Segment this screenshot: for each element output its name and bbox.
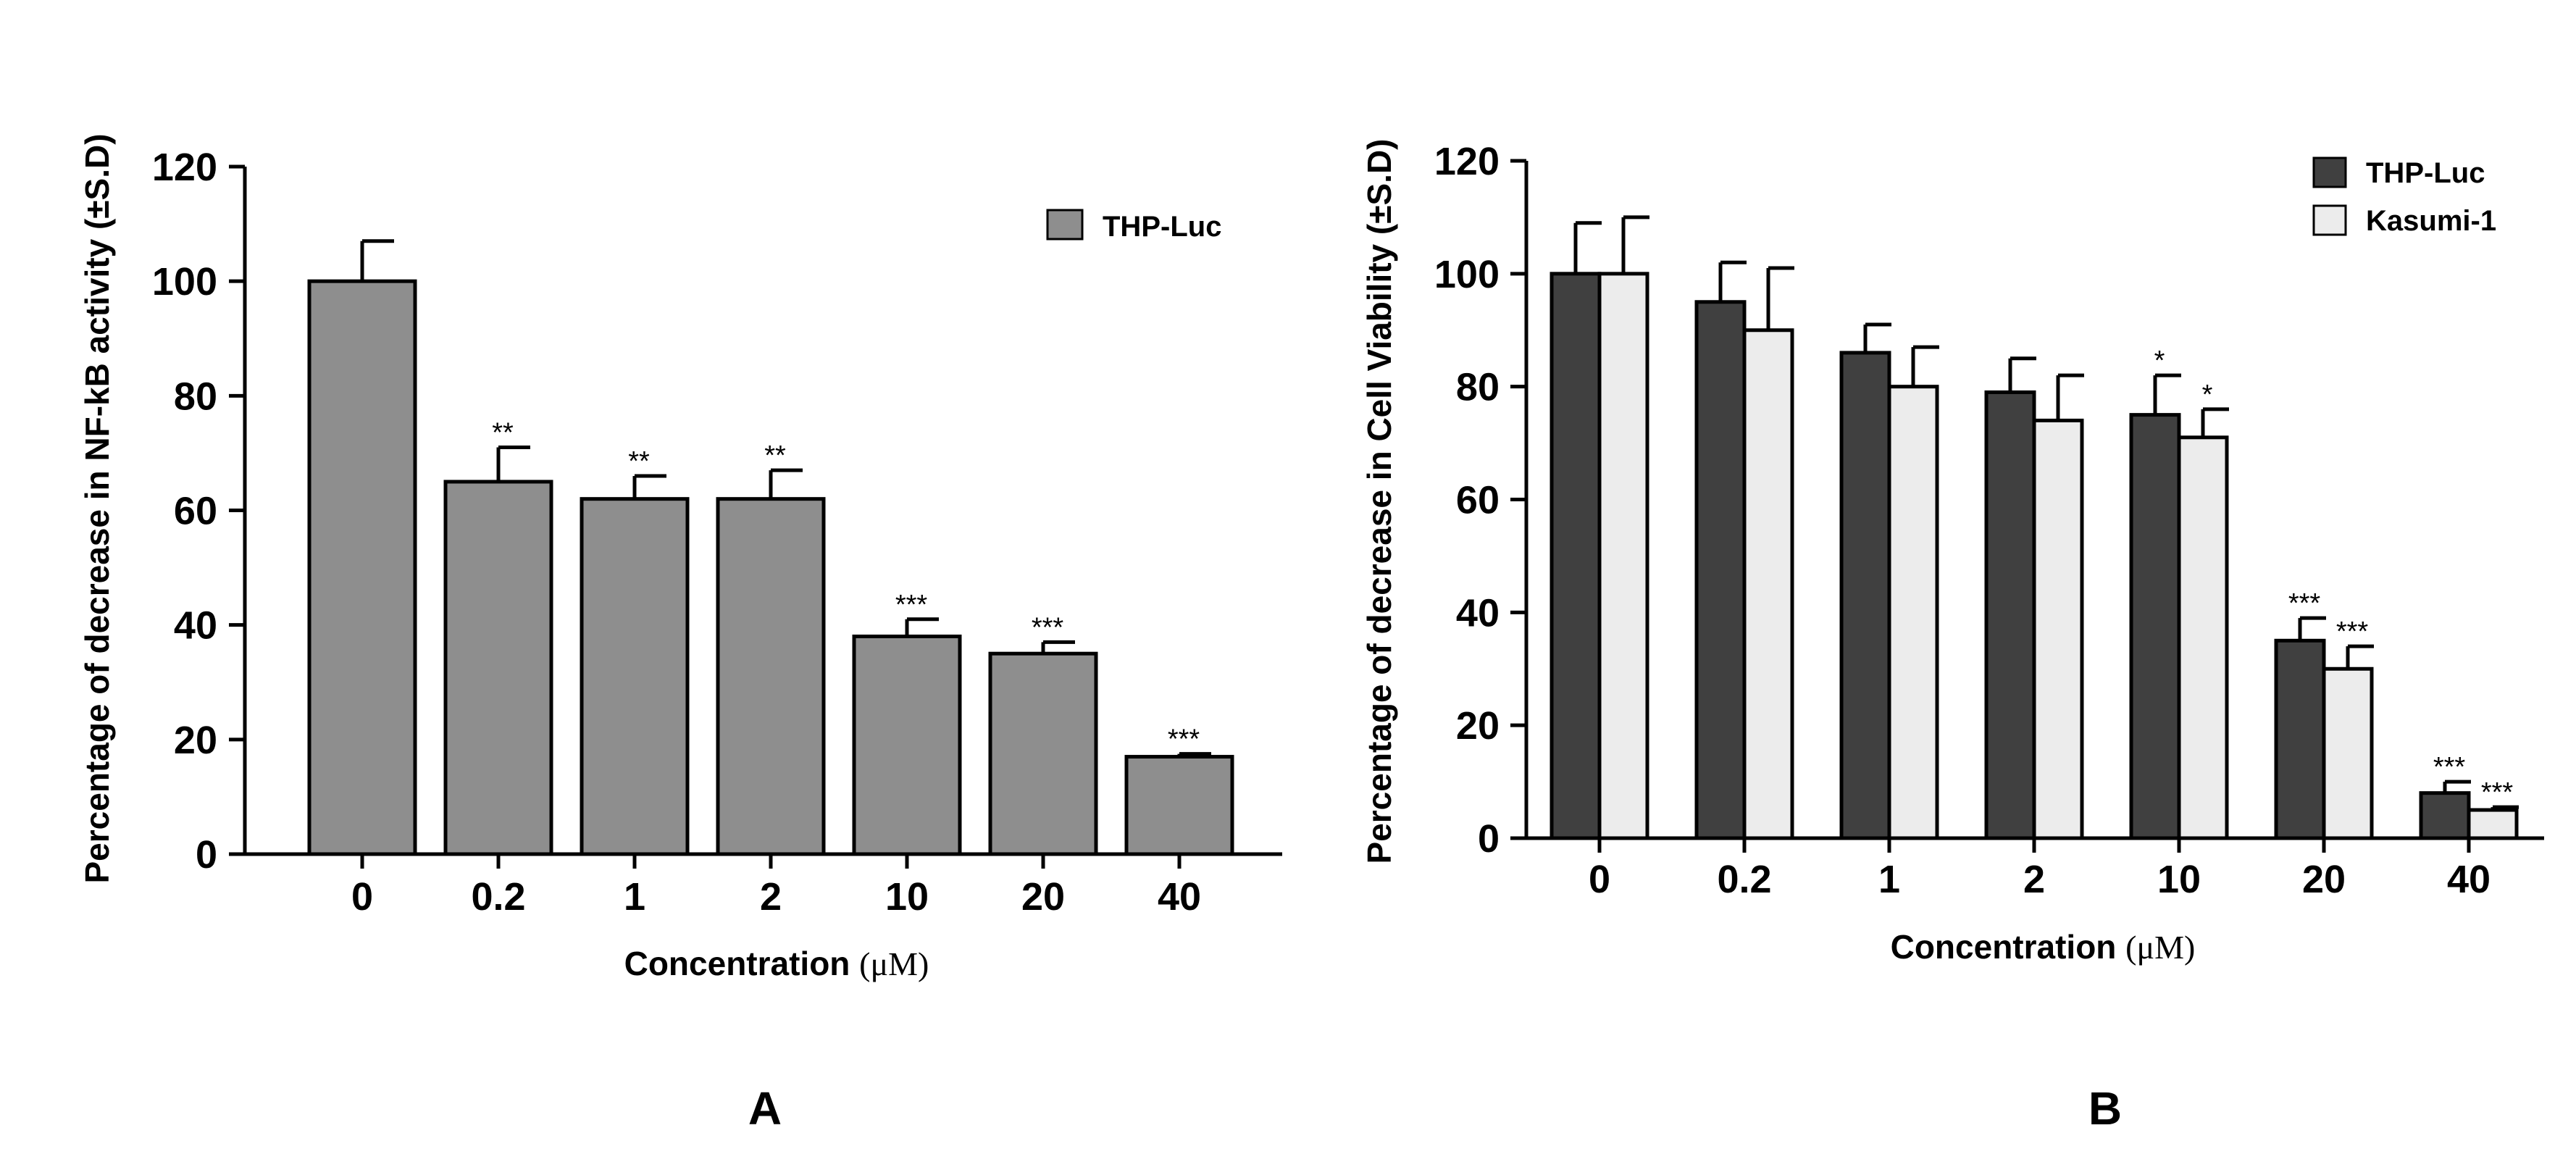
- panel-b-bar-1-1: [1742, 328, 1794, 840]
- panel-b-bar-1-0: [1597, 272, 1649, 840]
- panel-b-legend: THP-Luc Kasumi-1: [2312, 156, 2496, 237]
- panel-a-y-tick-label-6: 120: [152, 146, 217, 189]
- panel-b-significance-0-5: ***: [2288, 588, 2321, 619]
- panel-b-legend-swatch-1: [2312, 204, 2347, 236]
- panel-a-x-tick-label-0: 0: [351, 875, 373, 919]
- panel-a-legend-swatch-0: [1046, 209, 1084, 241]
- panel-a-bar-0-3: [716, 497, 826, 856]
- panel-b-legend-label-0: THP-Luc: [2366, 157, 2485, 189]
- panel-a-significance-0-6: ***: [1168, 724, 1200, 755]
- panel-b-letter: B: [2088, 1082, 2122, 1134]
- panel-b-bar-1-5: [2322, 666, 2374, 840]
- panel-b-x-tick-label-5: 20: [2302, 858, 2346, 901]
- panel-a-y-tick-label-5: 100: [152, 260, 217, 304]
- panel-b-y-tick-label-3: 60: [1456, 479, 1500, 522]
- panel-b-significance-0-4: *: [2154, 346, 2165, 376]
- panel-a-legend: THP-Luc: [1046, 209, 1221, 243]
- panel-b-legend-label-1: Kasumi-1: [2366, 205, 2496, 237]
- panel-b-y-ticks: 0 20 40 60 80 100 120: [1434, 140, 1526, 861]
- panel-b-bar-1-2: [1887, 385, 1939, 840]
- panel-a-significance-0-3: **: [764, 440, 786, 471]
- panel-b-y-tick-label-1: 20: [1456, 704, 1500, 748]
- panel-a-legend-label-0: THP-Luc: [1103, 211, 1221, 243]
- panel-b-x-tick-label-0: 0: [1589, 858, 1610, 901]
- panel-b-bar-0-5: [2274, 638, 2326, 840]
- panel-a-bar-0-1: [443, 480, 553, 856]
- panel-b-x-ticks: 0 0.2 1 2 10 20 40: [1589, 838, 2491, 901]
- panel-b-x-axis-label: Concentration: [1891, 928, 2117, 966]
- panel-b-y-tick-label-6: 120: [1434, 140, 1500, 183]
- panel-a-y-axis-title: Percentage of decrease in NF-kB activity…: [78, 133, 116, 883]
- panel-b-x-tick-label-2: 1: [1878, 858, 1900, 901]
- panel-a-y-tick-label-3: 60: [174, 490, 217, 533]
- panel-b-bar-0-6: [2419, 791, 2471, 840]
- panel-b-y-axis-title: Percentage of decrease in Cell Viability…: [1360, 139, 1398, 864]
- panel-b-significance-1-5: ***: [2336, 616, 2369, 647]
- panel-a-y-ticks: 0 20 40 60 80 100 120: [152, 146, 245, 877]
- panel-a-x-tick-label-3: 2: [760, 875, 782, 919]
- panel-a-bar-0-0: [307, 279, 417, 856]
- panel-b-bar-0-1: [1694, 300, 1747, 840]
- panel-a-significance-0-5: ***: [1032, 612, 1064, 643]
- panel-b-bar-0-2: [1839, 351, 1891, 840]
- panel-a-bar-0-4: [852, 634, 962, 856]
- panel-b-y-tick-label-0: 0: [1478, 817, 1500, 861]
- panel-a-bar-0-5: [988, 651, 1098, 856]
- panel-b-x-tick-label-1: 0.2: [1717, 858, 1771, 901]
- panel-b-y-tick-label-4: 80: [1456, 366, 1500, 409]
- panel-a-bar-0-2: [580, 497, 690, 856]
- panel-a-x-axis-title: Concentration (μM): [624, 945, 929, 982]
- panel-a-x-ticks: 0 0.2 1 2 10 20 40: [351, 854, 1201, 919]
- panel-b-x-tick-label-4: 10: [2157, 858, 2201, 901]
- panel-a-x-tick-label-5: 20: [1021, 875, 1065, 919]
- panel-b-y-tick-label-2: 40: [1456, 591, 1500, 635]
- panel-a-significance-0-4: ***: [895, 590, 928, 620]
- panel-b-x-tick-label-6: 40: [2447, 858, 2491, 901]
- panel-a-significance-0-2: **: [628, 446, 650, 477]
- panel-b-x-axis-title: Concentration (μM): [1891, 928, 2196, 966]
- panel-a-y-tick-label-2: 40: [174, 604, 217, 648]
- panel-b-x-axis-unit: (μM): [2125, 929, 2195, 966]
- panel-a-bar-0-6: [1124, 755, 1234, 856]
- panel-b-bar-0-3: [1984, 390, 2036, 840]
- panel-b-significance-1-4: *: [2202, 380, 2213, 410]
- panel-b-bar-1-3: [2032, 418, 2084, 840]
- panel-b-bar-0-0: [1550, 272, 1602, 840]
- panel-b-significance-1-6: ***: [2481, 777, 2514, 808]
- panel-b-significance-0-6: ***: [2433, 752, 2466, 782]
- panel-a-x-tick-label-2: 1: [624, 875, 645, 919]
- panel-a-x-tick-label-1: 0.2: [471, 875, 525, 919]
- panel-a-x-tick-label-6: 40: [1158, 875, 1201, 919]
- panel-b-x-tick-label-3: 2: [2023, 858, 2045, 901]
- panel-a-y-tick-label-1: 20: [174, 719, 217, 762]
- panel-a-y-tick-label-0: 0: [196, 833, 217, 877]
- panel-a-x-axis-label: Concentration: [624, 945, 850, 982]
- panel-b-bar-0-4: [2129, 413, 2181, 840]
- panel-b-legend-swatch-0: [2312, 156, 2347, 188]
- panel-b-bar-1-4: [2177, 435, 2229, 840]
- panel-b-bar-1-6: [2467, 808, 2519, 840]
- panel-a-x-tick-label-4: 10: [885, 875, 929, 919]
- panel-a-significance-0-1: **: [492, 418, 514, 448]
- panel-a-x-axis-unit: (μM): [859, 945, 929, 982]
- panel-b-marks: **************: [1550, 215, 2519, 840]
- panel-a-marks: **** ***********: [307, 239, 1234, 856]
- panel-a-letter: A: [748, 1082, 782, 1134]
- panel-a-y-tick-label-4: 80: [174, 375, 217, 418]
- panel-b-y-tick-label-5: 100: [1434, 253, 1500, 296]
